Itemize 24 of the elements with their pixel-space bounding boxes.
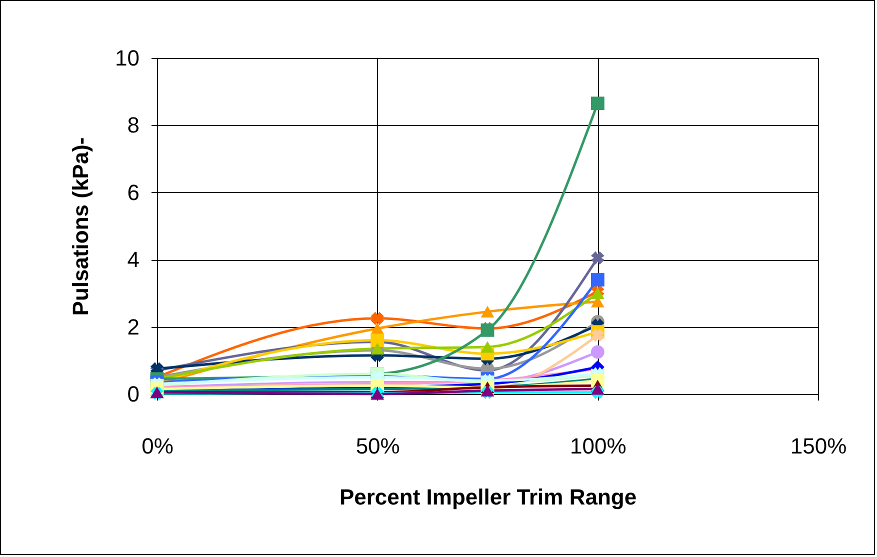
x-tick-label: 100%: [570, 434, 626, 458]
y-axis-title: Pulsations (kPa)-: [68, 137, 94, 316]
point: [480, 384, 494, 396]
point: [590, 273, 604, 286]
point: [590, 345, 604, 359]
y-tick-label: 4: [127, 247, 140, 272]
point: [370, 342, 384, 354]
point: [590, 251, 604, 265]
y-tick-label: 6: [127, 180, 140, 205]
x-tick-label: 50%: [356, 434, 400, 458]
x-tick-label: 0%: [142, 434, 174, 458]
point: [590, 287, 604, 300]
y-tick-label: 10: [115, 46, 140, 70]
y-tick-label: 8: [127, 112, 140, 138]
point: [370, 312, 384, 326]
point: [590, 383, 604, 395]
x-tick-label: 150%: [790, 434, 847, 458]
point: [590, 96, 604, 110]
point: [590, 328, 604, 342]
point: [480, 306, 494, 318]
y-tick-label: 2: [127, 314, 140, 340]
y-tick-label: 0: [127, 382, 140, 406]
x-axis-title: Percent Impeller Trim Range: [339, 484, 637, 510]
point: [480, 341, 494, 353]
